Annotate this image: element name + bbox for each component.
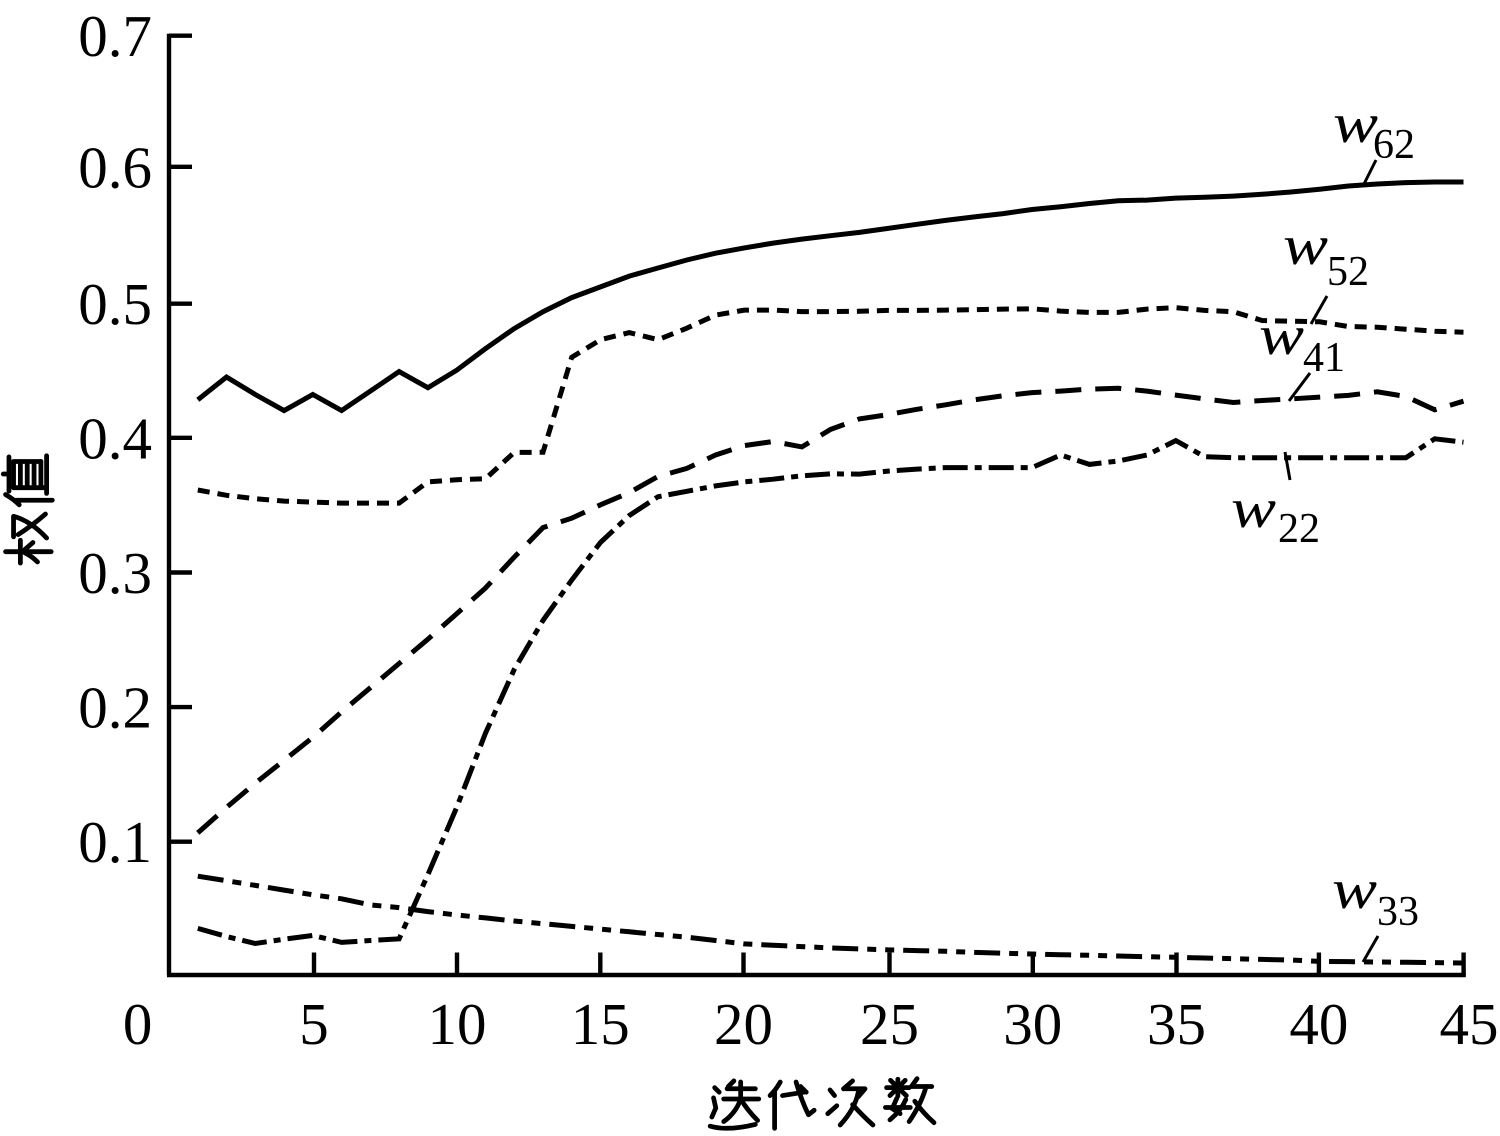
svg-text:33: 33: [1377, 889, 1419, 935]
svg-text:45: 45: [1440, 991, 1499, 1057]
svg-text:w: w: [1283, 215, 1328, 277]
svg-text:62: 62: [1373, 122, 1415, 168]
svg-text:22: 22: [1278, 506, 1320, 552]
svg-text:w: w: [1333, 93, 1378, 155]
svg-text:0.1: 0.1: [78, 809, 152, 875]
svg-text:0.7: 0.7: [78, 3, 152, 69]
svg-text:5: 5: [299, 991, 329, 1057]
svg-text:0.4: 0.4: [78, 405, 152, 471]
svg-text:30: 30: [1003, 991, 1062, 1057]
svg-text:w: w: [1259, 305, 1304, 367]
svg-text:w: w: [1231, 478, 1276, 540]
svg-text:41: 41: [1303, 335, 1345, 381]
svg-text:20: 20: [714, 991, 773, 1057]
svg-text:25: 25: [860, 991, 919, 1057]
svg-text:w: w: [1332, 859, 1377, 921]
svg-text:0.6: 0.6: [78, 134, 152, 200]
svg-text:40: 40: [1289, 991, 1348, 1057]
svg-text:0: 0: [123, 991, 153, 1057]
svg-text:0.3: 0.3: [78, 540, 152, 606]
svg-text:15: 15: [571, 991, 630, 1057]
svg-text:10: 10: [428, 991, 487, 1057]
svg-text:0.5: 0.5: [78, 271, 152, 337]
svg-text:35: 35: [1147, 991, 1206, 1057]
svg-text:0.2: 0.2: [78, 675, 152, 741]
svg-text:52: 52: [1327, 249, 1369, 295]
